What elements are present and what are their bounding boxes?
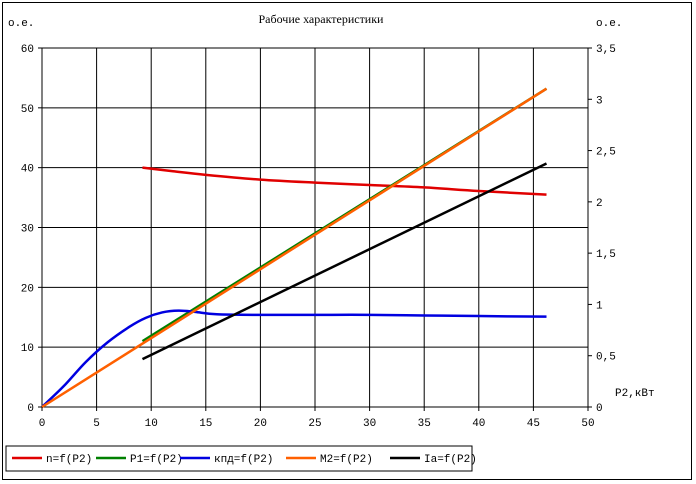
x-tick-label: 10	[145, 418, 158, 430]
y-right-tick-label: 0,5	[596, 352, 616, 364]
left-axis-unit: о.е.	[8, 18, 34, 30]
y-right-tick-label: 1	[596, 300, 603, 312]
x-tick-label: 50	[581, 418, 594, 430]
series-line-4	[41, 87, 548, 409]
x-axis-label: P2,кВт	[615, 388, 655, 400]
y-right-tick-label: 1,5	[596, 249, 616, 261]
series-line-1	[142, 166, 547, 196]
y-left-tick-label: 20	[21, 283, 34, 295]
x-tick-label: 15	[199, 418, 212, 430]
grid-lines	[42, 48, 588, 407]
y-left-tick-label: 60	[21, 44, 34, 56]
y-right-tick-label: 2	[596, 198, 603, 210]
x-tick-label: 30	[363, 418, 376, 430]
x-tick-label: 5	[93, 418, 100, 430]
x-tick-label: 40	[472, 418, 485, 430]
y-left-tick-label: 0	[27, 403, 34, 415]
y-left-tick-labels: 0 10 20 30 40 50 60	[21, 44, 42, 415]
legend-entry-2: P1=f(P2)	[130, 454, 183, 466]
legend-entry-4: М2=f(P2)	[320, 454, 373, 466]
legend-entry-1: n=f(P2)	[46, 454, 92, 466]
series-layer	[41, 87, 548, 409]
y-right-tick-label: 3	[596, 95, 603, 107]
x-tick-label: 0	[39, 418, 46, 430]
y-right-tick-label: 3,5	[596, 44, 616, 56]
x-tick-label: 25	[308, 418, 321, 430]
chart-title: Рабочие характеристики	[259, 12, 385, 26]
x-tick-label: 45	[527, 418, 540, 430]
series-line-5	[141, 162, 548, 361]
x-tick-label: 35	[418, 418, 431, 430]
y-left-tick-label: 40	[21, 164, 34, 176]
right-axis-unit: о.е.	[596, 18, 622, 30]
y-left-tick-label: 10	[21, 343, 34, 355]
legend-entry-3: кпд=f(P2)	[214, 454, 273, 466]
legend: n=f(P2) P1=f(P2) кпд=f(P2) М2=f(P2) Ia=f(P2)	[5, 445, 477, 472]
y-right-tick-labels: 0 0,5 1 1,5 2 2,5 3 3,5	[588, 44, 616, 415]
y-left-tick-label: 50	[21, 104, 34, 116]
legend-entry-5: Ia=f(P2)	[424, 454, 477, 466]
x-tick-labels: 0 5 10 15 20 25 30 35 40 45 50	[39, 407, 595, 430]
y-left-tick-label: 30	[21, 224, 34, 236]
y-right-tick-label: 2,5	[596, 147, 616, 159]
series-line-3	[41, 309, 547, 408]
x-tick-label: 20	[254, 418, 267, 430]
y-right-tick-label: 0	[596, 403, 603, 415]
